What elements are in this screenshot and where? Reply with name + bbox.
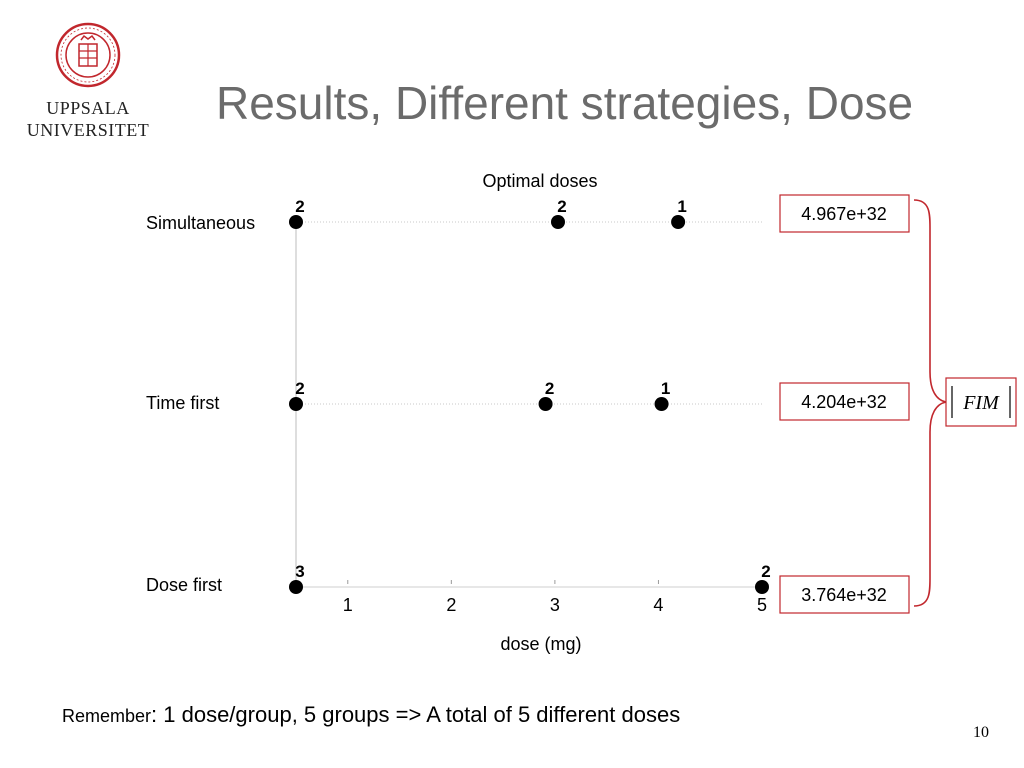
row-label-time-first: Time first xyxy=(146,393,219,413)
x-tick-label-5: 5 xyxy=(757,595,767,615)
point-count-2-3: 1 xyxy=(661,379,670,398)
point-count-1-3: 1 xyxy=(677,197,686,216)
logo-line-1: UPPSALA xyxy=(46,98,130,118)
row-label-simultaneous: Simultaneous xyxy=(146,213,255,233)
point-count-2-1: 2 xyxy=(295,379,304,398)
fim-box-time-first: 4.204e+32 xyxy=(779,382,910,421)
logo-line-2: UNIVERSITET xyxy=(26,120,150,140)
dose-point-3-1 xyxy=(289,580,303,594)
note-prefix: Remember xyxy=(62,706,152,726)
point-count-3-2: 2 xyxy=(761,562,770,581)
fim-label: FIM xyxy=(962,392,1000,414)
fim-box: FIM xyxy=(945,377,1017,427)
page-number: 10 xyxy=(973,724,989,741)
chart-title: Optimal doses xyxy=(482,171,597,191)
x-tick-label-4: 4 xyxy=(653,595,663,615)
fim-brace xyxy=(913,199,947,607)
university-logo: UPPSALA UNIVERSITET xyxy=(18,22,158,141)
note-text: : 1 dose/group, 5 groups => A total of 5… xyxy=(151,702,681,727)
dose-point-3-2 xyxy=(755,580,769,594)
dose-point-1-1 xyxy=(289,215,303,229)
fim-value-simultaneous: 4.967e+32 xyxy=(801,204,887,224)
dose-point-2-1 xyxy=(289,397,303,411)
fim-value-dose-first: 3.764e+32 xyxy=(801,585,887,605)
point-count-1-1: 2 xyxy=(295,197,304,216)
x-axis-label: dose (mg) xyxy=(500,634,581,654)
fim-box-simultaneous: 4.967e+32 xyxy=(779,194,910,233)
x-tick-label-1: 1 xyxy=(343,595,353,615)
dose-point-1-3 xyxy=(671,215,686,229)
x-tick-label-2: 2 xyxy=(446,595,456,615)
point-count-1-2: 2 xyxy=(557,197,566,216)
footer-note: Remember: 1 dose/group, 5 groups => A to… xyxy=(62,702,680,728)
dose-point-1-2 xyxy=(550,215,565,229)
fim-value-time-first: 4.204e+32 xyxy=(801,392,887,412)
dose-point-2-2 xyxy=(538,397,553,411)
university-seal-icon xyxy=(55,22,121,88)
dose-point-2-3 xyxy=(654,397,669,411)
slide-title: Results, Different strategies, Dose xyxy=(216,77,914,129)
x-tick-label-3: 3 xyxy=(550,595,560,615)
row-label-dose-first: Dose first xyxy=(146,575,222,595)
point-count-3-1: 3 xyxy=(295,562,304,581)
fim-box-dose-first: 3.764e+32 xyxy=(779,575,910,614)
point-count-2-2: 2 xyxy=(545,379,554,398)
